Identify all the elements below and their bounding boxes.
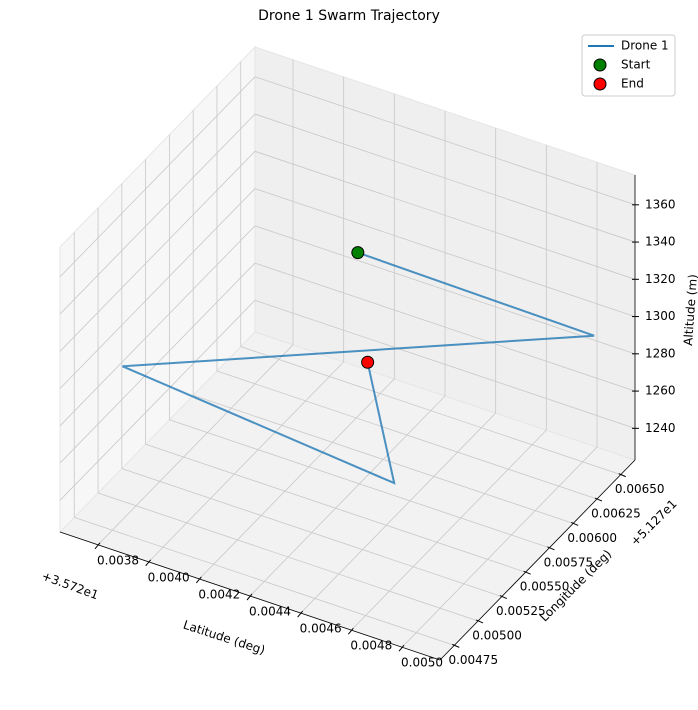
legend-swatch <box>593 58 607 72</box>
grid-line <box>169 419 550 549</box>
x-tick <box>145 559 152 567</box>
legend-label: End <box>621 77 644 91</box>
trajectory-line <box>122 251 595 485</box>
z-tick-label: 1320 <box>645 272 676 286</box>
grid-line <box>216 370 598 500</box>
grid-line <box>145 443 526 573</box>
grid-line <box>254 225 636 355</box>
grid-line <box>97 344 294 546</box>
x-tick <box>398 644 405 652</box>
grid-line <box>254 188 636 317</box>
grid-line <box>351 429 547 631</box>
grid-line <box>74 516 455 646</box>
x-tick <box>297 610 304 618</box>
y-tick-label: 0.00575 <box>544 555 594 569</box>
y-tick-label: 0.00625 <box>591 507 641 521</box>
grid-line <box>59 188 256 389</box>
x-tick-label: 0.0038 <box>97 553 139 567</box>
grid-line <box>59 300 256 501</box>
grid-line <box>249 395 446 597</box>
z-tick-label: 1280 <box>645 346 676 360</box>
x-tick <box>246 593 253 601</box>
z-tick-label: 1360 <box>645 197 676 211</box>
z-tick-label: 1340 <box>645 235 676 249</box>
y-tick <box>499 595 508 600</box>
y-tick-label: 0.00550 <box>520 580 570 594</box>
z-axis-label: Altitude (m) <box>681 274 698 347</box>
y-tick-label: 0.00600 <box>567 531 617 545</box>
y-tick <box>475 619 484 624</box>
x-tick-label: 0.0050 <box>401 656 443 670</box>
grid-line <box>59 113 256 315</box>
grid-line <box>240 346 621 476</box>
grid-line <box>254 262 636 392</box>
grid-line <box>121 468 502 597</box>
z-tick-label: 1300 <box>645 309 676 323</box>
grid-line <box>148 361 344 563</box>
grid-line <box>59 151 256 352</box>
y-tick-label: 0.00525 <box>496 604 546 618</box>
y-tick-label: 0.00475 <box>448 653 498 667</box>
legend-label: Drone 1 <box>621 39 669 53</box>
grid-line <box>199 378 395 580</box>
grid-line <box>300 412 496 614</box>
y-axis <box>439 459 636 661</box>
y-tick-label: 0.00500 <box>472 628 522 642</box>
x-axis-label: Latitude (deg) <box>181 618 266 658</box>
x-offset: +3.572e1 <box>40 569 101 602</box>
x-tick <box>94 542 101 550</box>
x-tick-label: 0.0040 <box>148 570 190 584</box>
y-tick <box>523 570 531 575</box>
x-tick-label: 0.0048 <box>350 639 392 653</box>
y-tick <box>452 643 460 648</box>
legend-label: Start <box>621 58 651 72</box>
marker <box>351 246 365 260</box>
legend-swatch <box>593 77 607 91</box>
grid-line <box>254 113 636 243</box>
grid-line <box>254 76 636 206</box>
y-tick <box>570 521 579 526</box>
chart-title: Drone 1 Swarm Trajectory <box>258 8 440 24</box>
x-tick <box>347 627 354 635</box>
y-tick <box>547 546 555 551</box>
z-tick-label: 1240 <box>645 421 676 435</box>
z-tick-label: 1260 <box>645 384 676 398</box>
grid-line <box>254 299 636 429</box>
x-tick <box>195 576 202 584</box>
x-axis <box>59 531 441 661</box>
grid-line <box>59 76 256 278</box>
marker <box>361 355 375 369</box>
y-offset: +5.127e1 <box>628 497 680 549</box>
x-tick-label: 0.0044 <box>249 605 291 619</box>
x-tick-label: 0.0042 <box>198 587 240 601</box>
y-tick <box>618 473 626 478</box>
x-tick-label: 0.0046 <box>300 622 342 636</box>
grid-line <box>59 225 256 427</box>
grid-line <box>254 150 636 280</box>
grid-line <box>97 492 479 622</box>
y-tick <box>594 497 603 502</box>
grid-line <box>401 446 598 648</box>
grid-line <box>193 395 574 524</box>
y-tick-label: 0.00650 <box>615 482 665 496</box>
